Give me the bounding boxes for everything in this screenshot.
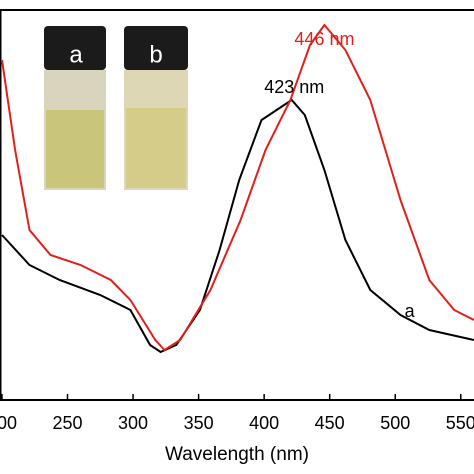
x-tick-label: 450: [315, 413, 345, 433]
x-axis-label: Wavelength (nm): [165, 444, 309, 465]
x-tick-label: 250: [52, 413, 82, 433]
vial-b-liquid: [126, 108, 186, 188]
x-tick-label: 500: [380, 413, 410, 433]
x-tick-label: 200: [0, 413, 17, 433]
x-tick-label: 400: [249, 413, 279, 433]
annotation: 423 nm: [264, 77, 324, 97]
series-line: [1, 23, 474, 352]
series-line: [1, 98, 474, 354]
x-tick-label: 300: [118, 413, 148, 433]
vial-cap: [44, 26, 106, 70]
inset-label: b: [149, 41, 162, 68]
vial-a-liquid: [46, 110, 104, 188]
annotation: 446 nm: [294, 29, 354, 49]
vial-cap: [124, 26, 188, 70]
x-tick-label: 350: [184, 413, 214, 433]
x-tick-label: 550: [446, 413, 474, 433]
annotation: a: [405, 301, 416, 321]
inset-photos: a b: [40, 24, 194, 194]
inset-label: a: [69, 41, 83, 68]
plot-frame: [0, 9, 474, 401]
